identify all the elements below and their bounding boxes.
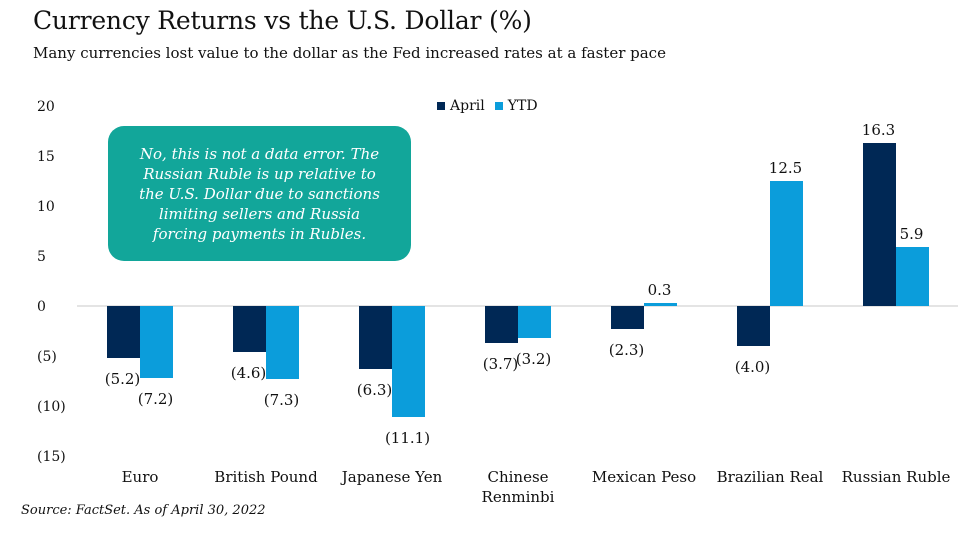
y-tick-label: (5) xyxy=(37,349,57,365)
x-category-label: Chinese xyxy=(487,468,548,486)
y-tick-label: 0 xyxy=(37,299,46,315)
y-tick-label: 5 xyxy=(37,249,46,265)
legend-item-ytd: YTD xyxy=(494,98,538,114)
bar-ytd-euro xyxy=(140,306,173,378)
x-category-label: Russian Ruble xyxy=(842,468,951,486)
bar-april-mexican-peso xyxy=(611,306,644,329)
legend: April YTD xyxy=(437,98,548,114)
x-category-label: Euro xyxy=(122,468,159,486)
bar-april-japanese-yen xyxy=(359,306,392,369)
legend-label-april: April xyxy=(450,98,485,114)
data-label: 12.5 xyxy=(769,159,802,177)
chart-subtitle: Many currencies lost value to the dollar… xyxy=(33,44,666,62)
bar-april-euro xyxy=(107,306,140,358)
bar-ytd-chinese-renminbi xyxy=(518,306,551,338)
bar-ytd-russian-ruble xyxy=(896,247,929,306)
chart-title: Currency Returns vs the U.S. Dollar (%) xyxy=(33,6,532,35)
x-category-label: British Pound xyxy=(214,468,318,486)
data-label: (5.2) xyxy=(105,370,141,388)
bar-ytd-japanese-yen xyxy=(392,306,425,417)
bar-april-brazilian-real xyxy=(737,306,770,346)
y-tick-label: 20 xyxy=(37,99,55,115)
legend-swatch-ytd xyxy=(494,102,503,110)
x-category-label: Renminbi xyxy=(482,488,555,506)
data-label: (11.1) xyxy=(385,429,430,447)
data-label: 0.3 xyxy=(648,281,672,299)
data-label: 16.3 xyxy=(862,121,895,139)
bar-ytd-mexican-peso xyxy=(644,303,677,306)
callout-text: No, this is not a data error. The Russia… xyxy=(139,144,380,243)
bar-april-russian-ruble xyxy=(863,143,896,306)
data-label: (4.6) xyxy=(231,364,267,382)
legend-item-april: April xyxy=(437,98,485,114)
legend-swatch-april xyxy=(437,102,445,110)
bar-ytd-brazilian-real xyxy=(770,181,803,306)
bar-april-british-pound xyxy=(233,306,266,352)
x-category-label: Brazilian Real xyxy=(717,468,824,486)
data-label: (4.0) xyxy=(735,358,771,376)
data-label: (7.2) xyxy=(138,390,174,408)
source-note: Source: FactSet. As of April 30, 2022 xyxy=(21,503,266,518)
data-label: (2.3) xyxy=(609,341,645,359)
y-tick-label: (15) xyxy=(37,449,66,465)
x-category-label: Mexican Peso xyxy=(592,468,696,486)
bar-ytd-british-pound xyxy=(266,306,299,379)
data-label: 5.9 xyxy=(900,225,924,243)
callout-note: No, this is not a data error. The Russia… xyxy=(108,126,411,261)
data-label: (6.3) xyxy=(357,381,393,399)
data-label: (7.3) xyxy=(264,391,300,409)
y-tick-label: 10 xyxy=(37,199,55,215)
bar-april-chinese-renminbi xyxy=(485,306,518,343)
y-tick-label: 15 xyxy=(37,149,55,165)
legend-label-ytd: YTD xyxy=(507,98,538,114)
data-label: (3.7) xyxy=(483,355,519,373)
x-category-label: Japanese Yen xyxy=(340,468,443,486)
y-tick-label: (10) xyxy=(37,399,66,415)
data-label: (3.2) xyxy=(516,350,552,368)
